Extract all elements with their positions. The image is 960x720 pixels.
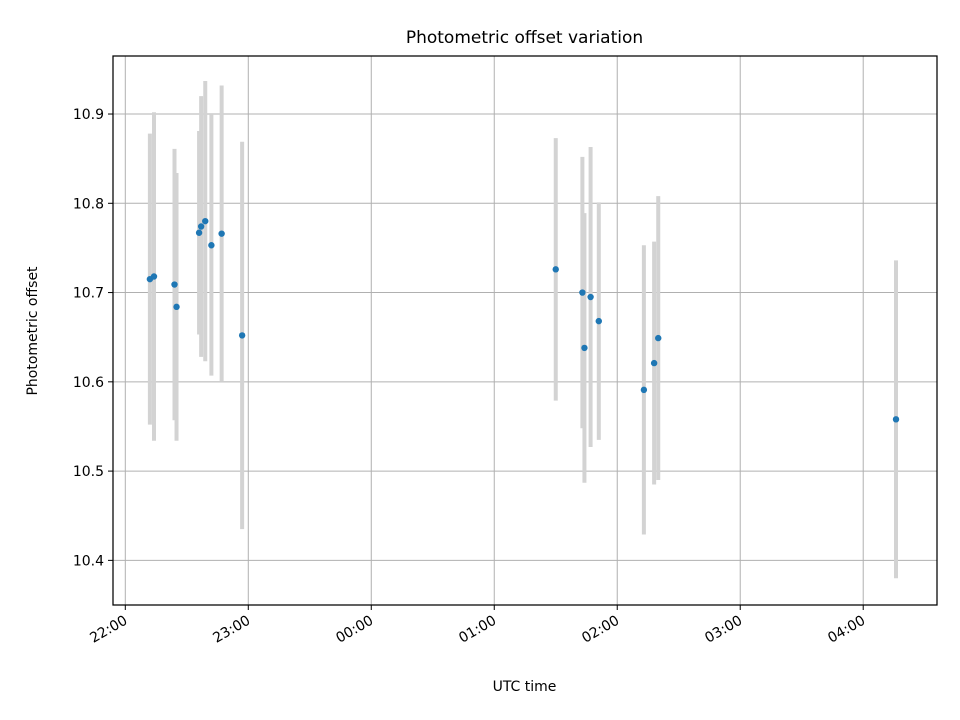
data-point xyxy=(640,386,648,394)
data-points xyxy=(146,217,900,423)
data-point xyxy=(655,334,662,342)
chart-title: Photometric offset variation xyxy=(406,28,643,48)
data-point xyxy=(579,289,586,296)
data-point xyxy=(197,223,205,230)
data-point xyxy=(238,332,246,339)
grid-lines xyxy=(113,56,937,605)
data-point xyxy=(202,217,209,225)
data-point xyxy=(892,416,900,423)
data-point xyxy=(171,281,178,288)
data-point xyxy=(595,317,602,325)
data-point xyxy=(218,230,225,237)
x-axis-label: UTC time xyxy=(493,679,557,695)
data-point xyxy=(581,344,588,352)
data-point xyxy=(150,273,158,280)
data-point xyxy=(195,229,203,236)
y-tick-label: 10.7 xyxy=(73,286,104,302)
plot-frame xyxy=(112,55,938,606)
y-axis-label: Photometric offset xyxy=(25,266,41,396)
y-tick-label: 10.5 xyxy=(73,464,104,480)
data-point xyxy=(208,242,215,249)
y-tick-label: 10.9 xyxy=(73,107,104,123)
y-tick-label: 10.8 xyxy=(73,196,104,212)
data-point xyxy=(552,266,559,273)
y-axis-ticks: 10.4 10.5 10.6 10.7 10.8 10.9 xyxy=(73,107,113,569)
y-tick-label: 10.4 xyxy=(73,553,104,569)
data-point xyxy=(587,293,594,301)
data-point xyxy=(650,359,658,367)
data-point xyxy=(173,303,180,311)
y-tick-label: 10.6 xyxy=(73,375,104,391)
